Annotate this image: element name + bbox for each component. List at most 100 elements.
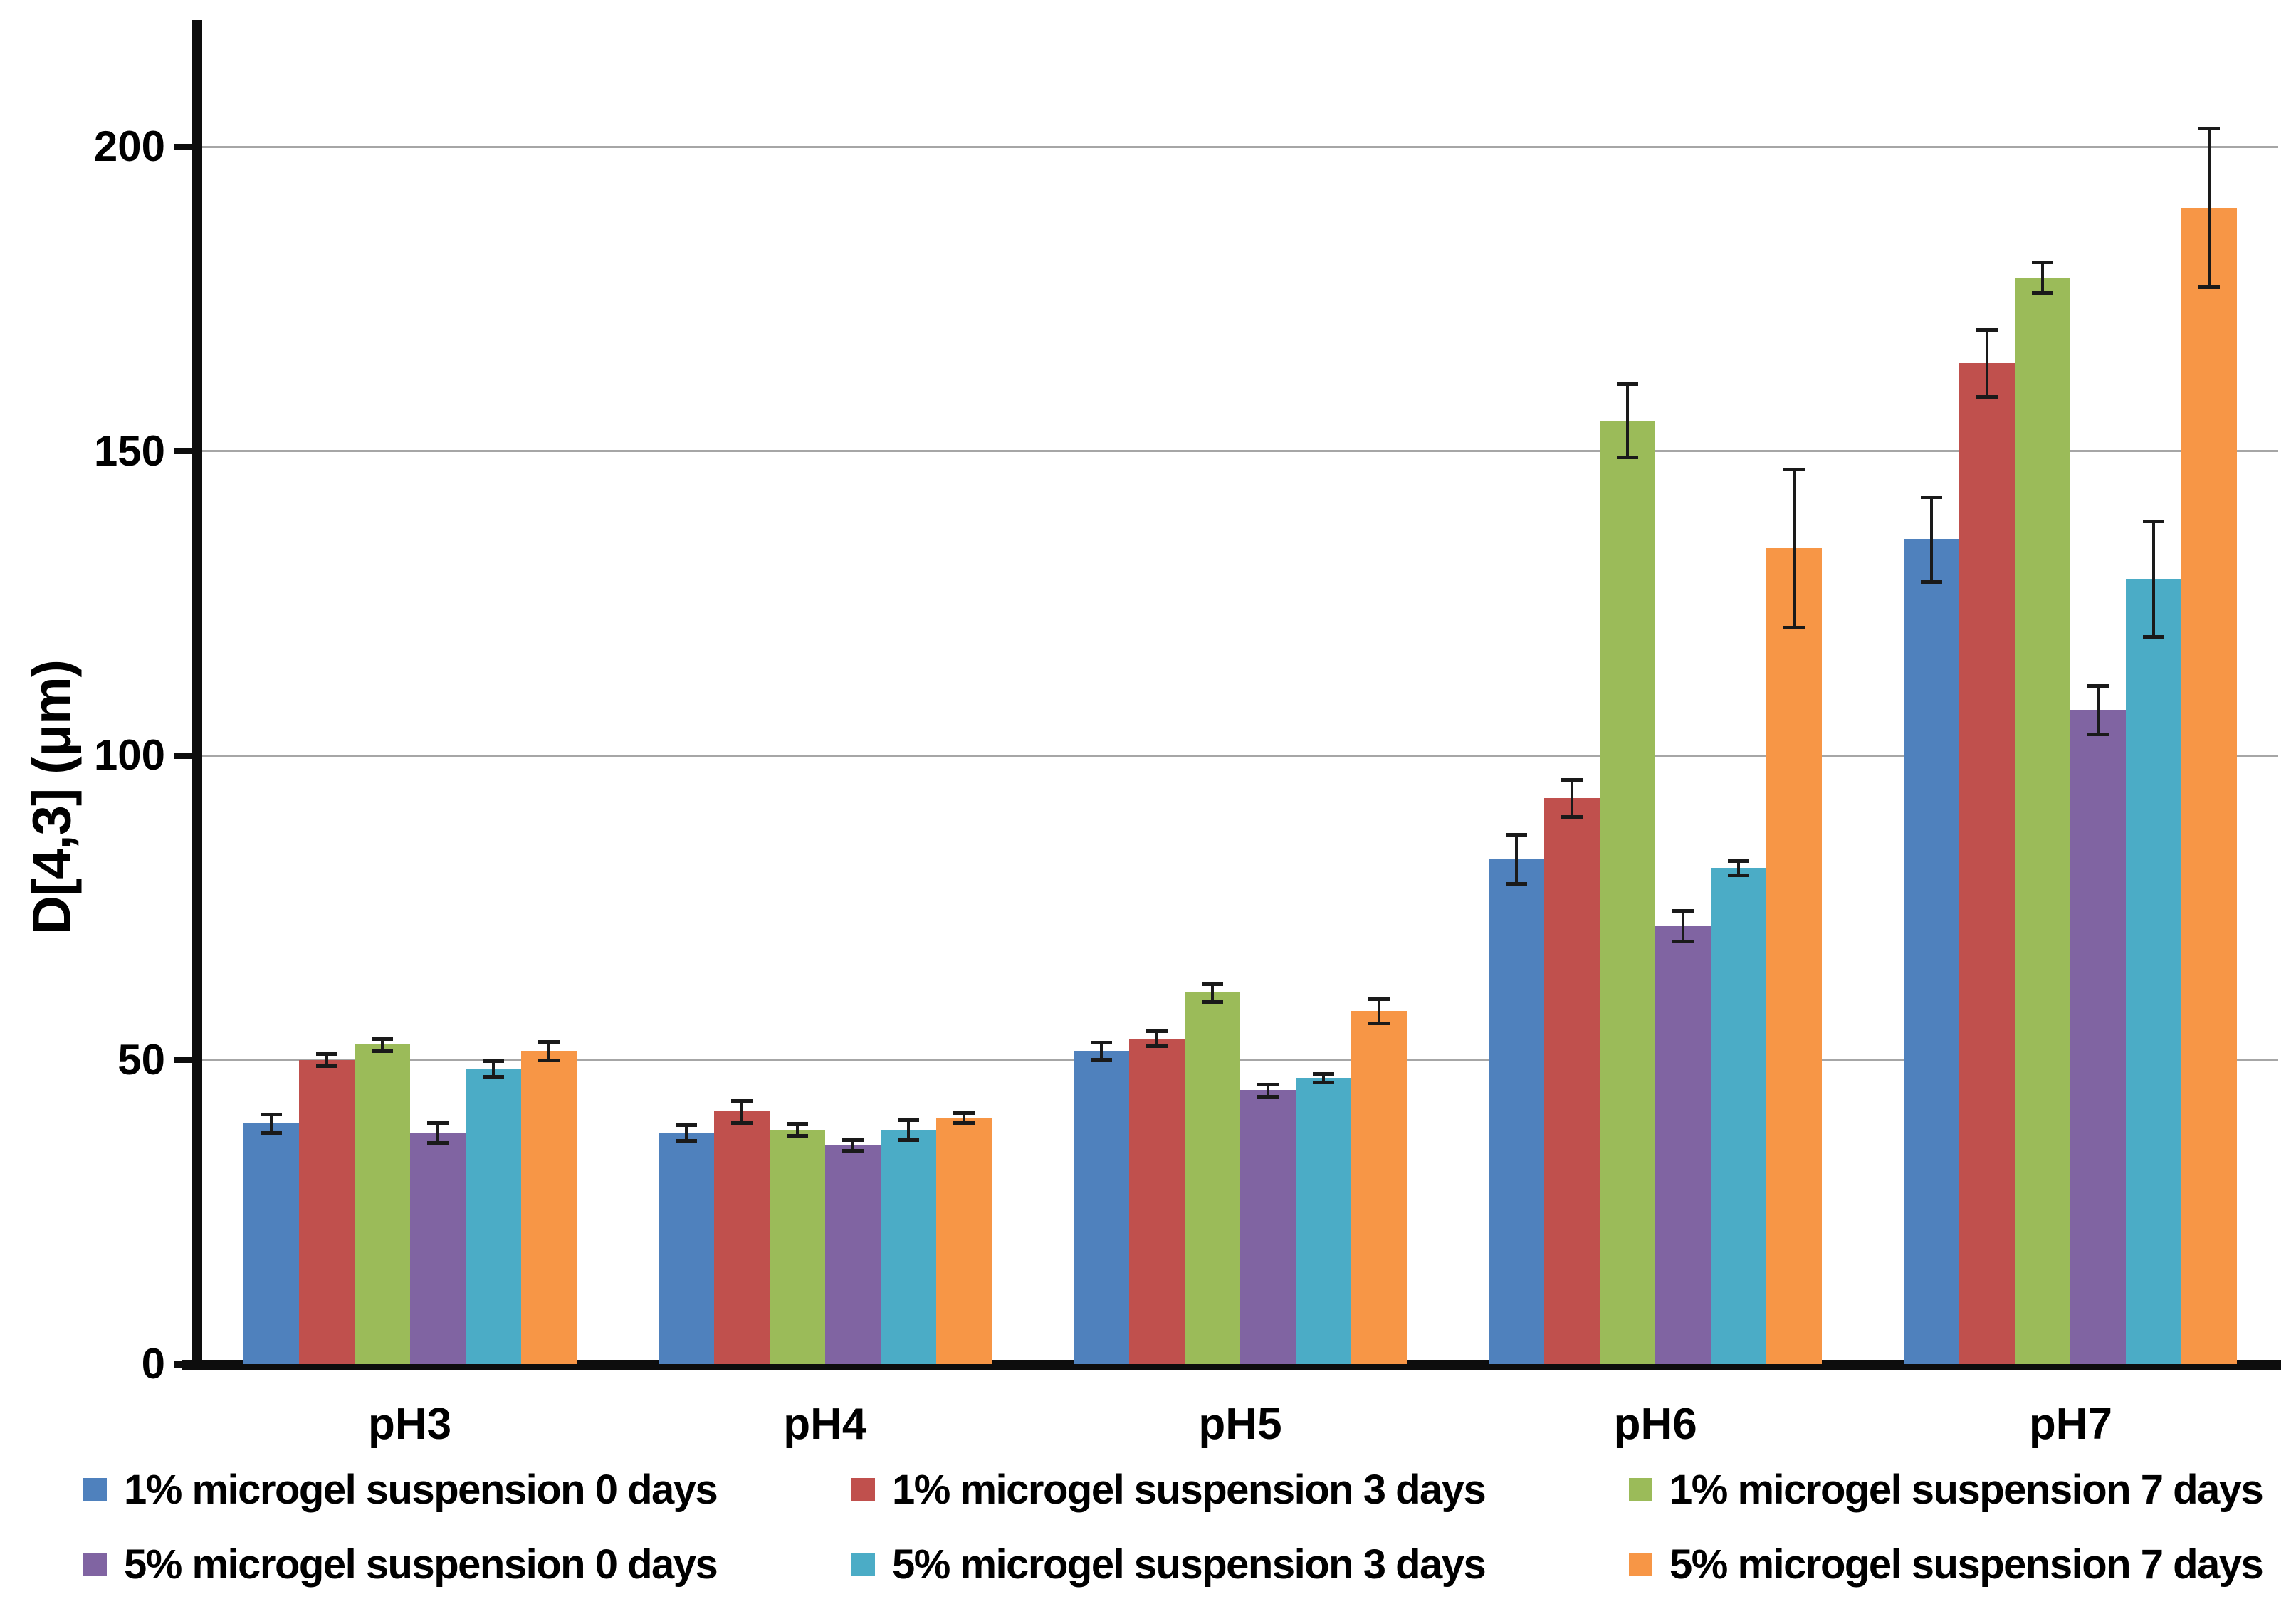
error-cap-top-pH3-series-5 [538,1039,560,1044]
legend-item-1: 1% microgel suspension 3 days [851,1463,1487,1516]
error-bar-pH4-series-0 [684,1124,688,1141]
bar-pH6-series-2 [1600,420,1656,1364]
error-cap-bottom-pH3-series-4 [482,1075,504,1079]
legend-item-4: 5% microgel suspension 3 days [851,1538,1487,1591]
error-bar-pH7-series-0 [1930,496,1934,582]
error-cap-top-pH7-series-4 [2143,519,2165,523]
legend-label-0: 1% microgel suspension 0 days [124,1467,718,1513]
error-bar-pH6-series-1 [1571,780,1574,817]
x-category-label-pH3: pH3 [368,1400,452,1449]
legend-label-5: 5% microgel suspension 7 days [1669,1541,2264,1588]
error-cap-bottom-pH7-series-3 [2087,733,2109,737]
error-bar-pH3-series-1 [325,1053,328,1066]
error-cap-top-pH5-series-0 [1091,1040,1112,1044]
y-tick-150 [174,448,192,454]
error-cap-top-pH7-series-0 [1921,495,1943,499]
error-bar-pH3-series-5 [547,1041,550,1060]
error-bar-pH5-series-0 [1100,1042,1103,1059]
bar-pH7-series-3 [2070,709,2127,1364]
error-cap-bottom-pH6-series-2 [1617,456,1639,460]
bar-pH4-series-4 [880,1129,936,1364]
error-bar-pH4-series-3 [851,1139,854,1150]
gridline-100 [202,754,2278,757]
bar-pH5-series-4 [1296,1078,1351,1364]
error-cap-bottom-pH3-series-5 [538,1058,560,1062]
error-cap-bottom-pH5-series-2 [1202,1000,1223,1005]
bar-pH4-series-3 [824,1145,881,1364]
error-bar-pH4-series-2 [795,1123,799,1136]
y-tick-200 [174,143,192,150]
error-bar-pH6-series-4 [1737,860,1741,876]
bar-pH7-series-2 [2015,277,2071,1364]
bar-pH7-series-4 [2126,579,2182,1364]
legend-label-2: 1% microgel suspension 7 days [1669,1467,2264,1513]
x-category-label-pH5: pH5 [1198,1400,1282,1449]
error-cap-bottom-pH7-series-0 [1921,580,1943,585]
bar-pH5-series-2 [1185,992,1240,1364]
error-cap-bottom-pH5-series-0 [1091,1057,1112,1062]
y-tick-0 [174,1361,192,1368]
error-cap-bottom-pH4-series-1 [730,1121,753,1125]
bar-pH3-series-2 [354,1044,410,1364]
legend-item-5: 5% microgel suspension 7 days [1629,1538,2264,1591]
error-cap-top-pH6-series-4 [1728,859,1750,863]
bar-pH5-series-3 [1240,1090,1296,1364]
legend-swatch-5 [1629,1553,1652,1576]
x-category-label-pH6: pH6 [1613,1400,1697,1449]
error-cap-bottom-pH5-series-1 [1146,1044,1168,1048]
error-bar-pH4-series-1 [740,1100,743,1123]
bar-pH5-series-5 [1351,1011,1407,1364]
x-category-label-pH7: pH7 [2028,1400,2112,1449]
error-cap-bottom-pH5-series-3 [1257,1094,1279,1099]
y-tick-label-50: 50 [117,1035,165,1084]
bar-pH4-series-1 [713,1111,770,1364]
error-bar-pH3-series-2 [380,1038,384,1051]
y-axis-title: D[4,3] (μm) [21,660,83,935]
gridline-150 [202,450,2278,452]
y-tick-100 [174,752,192,759]
gridline-200 [202,145,2278,148]
error-cap-bottom-pH4-series-5 [953,1121,975,1125]
bar-pH5-series-0 [1074,1050,1129,1364]
error-cap-bottom-pH4-series-4 [897,1138,919,1142]
error-cap-top-pH5-series-1 [1146,1029,1168,1034]
error-bar-pH7-series-3 [2097,685,2100,735]
error-bar-pH3-series-0 [269,1114,273,1133]
y-tick-label-200: 200 [93,122,165,170]
bar-pH4-series-2 [769,1129,825,1364]
error-bar-pH5-series-3 [1267,1084,1269,1096]
error-cap-bottom-pH6-series-5 [1783,626,1805,630]
error-cap-bottom-pH5-series-5 [1368,1022,1390,1026]
error-cap-top-pH4-series-0 [675,1123,697,1127]
error-bar-pH5-series-1 [1155,1031,1158,1046]
error-cap-bottom-pH3-series-2 [371,1049,393,1053]
error-cap-top-pH6-series-5 [1783,468,1805,472]
error-cap-top-pH4-series-3 [842,1138,864,1142]
bar-pH3-series-5 [520,1050,577,1364]
error-cap-top-pH5-series-5 [1368,997,1390,1001]
error-bar-pH4-series-4 [906,1120,910,1140]
error-cap-top-pH5-series-3 [1257,1082,1279,1086]
error-cap-top-pH7-series-1 [1976,327,1998,332]
bar-pH4-series-5 [935,1117,992,1364]
bar-pH7-series-0 [1904,539,1960,1364]
bar-pH4-series-0 [658,1133,714,1364]
error-cap-bottom-pH5-series-4 [1313,1081,1334,1085]
error-bar-pH6-series-3 [1682,911,1685,941]
error-cap-bottom-pH6-series-3 [1672,939,1694,943]
error-cap-top-pH6-series-3 [1672,909,1694,913]
error-cap-bottom-pH3-series-3 [426,1141,449,1145]
error-cap-top-pH4-series-5 [953,1111,975,1115]
error-cap-bottom-pH7-series-5 [2198,285,2221,289]
bar-pH6-series-1 [1544,797,1600,1364]
bar-pH6-series-4 [1711,868,1767,1364]
legend-item-0: 1% microgel suspension 0 days [83,1463,718,1516]
bar-pH6-series-5 [1766,548,1823,1364]
error-cap-top-pH4-series-1 [730,1099,753,1103]
error-cap-top-pH3-series-4 [482,1059,504,1064]
legend-label-1: 1% microgel suspension 3 days [892,1467,1487,1513]
legend-swatch-2 [1629,1478,1652,1501]
error-cap-top-pH7-series-5 [2198,127,2221,131]
error-cap-bottom-pH6-series-4 [1728,874,1750,878]
